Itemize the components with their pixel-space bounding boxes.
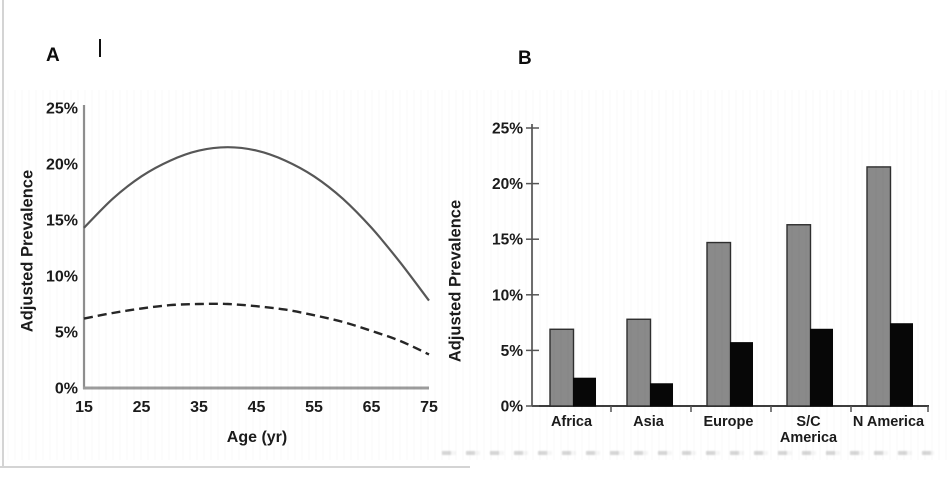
panel-a-y-tick-label: 5% (55, 325, 78, 342)
panel-a-label: A (46, 45, 61, 66)
panel-a-y-tick-label: 0% (55, 381, 78, 398)
panel-a-x-tick-label: 65 (363, 399, 381, 416)
panel-b-y-tick-label: 0% (501, 399, 524, 416)
page-border-left (2, 0, 4, 467)
panel-b-category-label: Asia (633, 414, 665, 430)
bar-gray-s-c-america (786, 224, 812, 407)
panel-b-y-tick-label: 25% (492, 121, 523, 138)
bar-gray-n-america (866, 166, 892, 407)
higher-prevalence-curve (83, 146, 430, 302)
panel-b-category-label: S/C America (780, 414, 838, 446)
panel-b-y-axis-title: Adjusted Prevalence (446, 199, 465, 363)
panel-a-x-tick-label: 55 (305, 399, 323, 416)
text-cursor-artifact (99, 39, 101, 57)
panel-b-y-tick-label: 5% (501, 343, 524, 360)
bar-black-asia (650, 383, 673, 407)
panel-a-y-tick-label: 20% (46, 157, 78, 174)
bar-black-s-c-america (810, 328, 833, 407)
lower-prevalence-curve (83, 302, 430, 356)
page-border-bottom (0, 466, 470, 468)
bar-black-n-america (890, 323, 913, 407)
bar-black-europe (730, 342, 753, 407)
panel-a-x-tick-label: 45 (248, 399, 266, 416)
bar-gray-asia (626, 318, 652, 407)
bar-gray-africa (549, 328, 575, 407)
panel-b-category-label: Africa (551, 414, 593, 430)
panel-b-label: B (518, 48, 533, 69)
panel-a-x-tick-label: 75 (420, 399, 438, 416)
panel-a-y-axis-title: Adjusted Prevalence (18, 169, 37, 333)
panel-a-y-tick-label: 25% (46, 101, 78, 118)
panel-a-x-tick-label: 35 (190, 399, 208, 416)
panel-a-x-tick-label: 15 (75, 399, 93, 416)
panel-a-y-tick-label: 15% (46, 213, 78, 230)
panel-a-y-tick-label: 10% (46, 269, 78, 286)
panel-b-y-tick-label: 10% (492, 287, 523, 304)
cropped-text-remnant (442, 451, 934, 455)
panel-b-y-tick-label: 15% (492, 232, 523, 249)
panel-b-category-label: N America (853, 414, 925, 430)
panel-a-x-tick-label: 25 (133, 399, 151, 416)
bar-gray-europe (706, 241, 732, 407)
panel-b-y-tick-label: 20% (492, 176, 523, 193)
bar-black-africa (573, 377, 596, 407)
panel-b-category-label: Europe (704, 414, 754, 430)
panel-a-x-axis-title: Age (yr) (226, 429, 288, 446)
